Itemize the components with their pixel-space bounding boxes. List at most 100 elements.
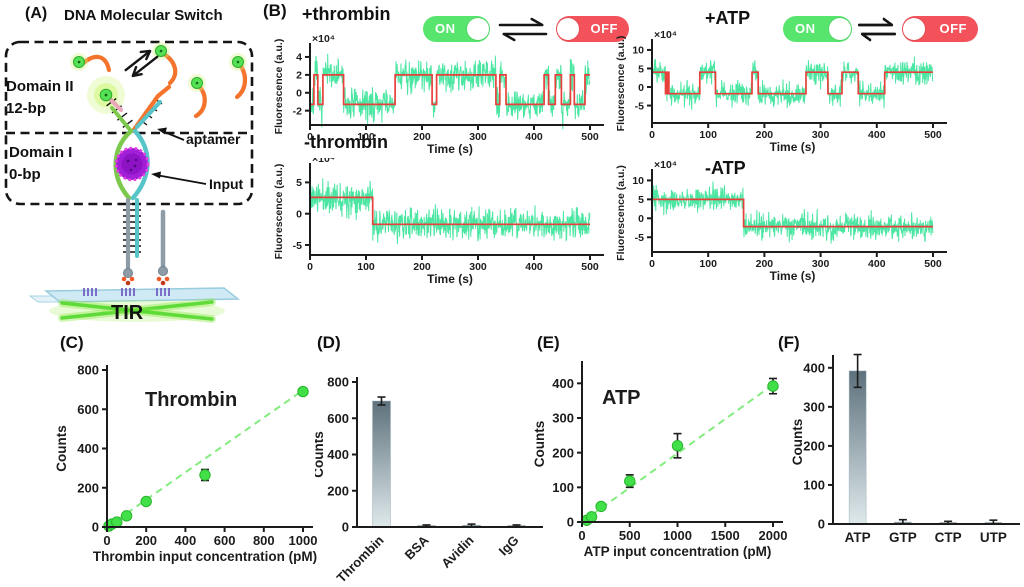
svg-text:400: 400 — [175, 533, 197, 548]
toggle-on-knob-icon — [467, 18, 489, 40]
svg-text:400: 400 — [525, 131, 543, 143]
category-label: BSA — [402, 532, 432, 562]
data-point — [585, 511, 598, 523]
panel-b-label: (B) — [263, 1, 287, 20]
svg-text:300: 300 — [812, 129, 830, 141]
svg-text:500: 500 — [581, 261, 599, 273]
svg-text:300: 300 — [812, 258, 830, 270]
svg-text:Fluorescence (a.u.): Fluorescence (a.u.) — [616, 36, 627, 132]
svg-text:100: 100 — [803, 478, 825, 493]
svg-text:300: 300 — [469, 261, 487, 273]
svg-text:100: 100 — [357, 131, 375, 143]
domain-i-bp-label: 0-bp — [9, 166, 41, 183]
svg-text:5: 5 — [638, 194, 644, 206]
svg-text:0: 0 — [307, 261, 313, 273]
toggle-off-label: OFF — [939, 21, 967, 36]
svg-text:0: 0 — [567, 515, 574, 530]
data-point — [595, 500, 607, 513]
svg-text:200: 200 — [756, 129, 774, 141]
svg-text:100: 100 — [699, 258, 717, 270]
toggle-off-knob-icon — [903, 18, 925, 40]
domain-i-label: Domain I — [9, 144, 73, 161]
category-label: IgG — [496, 533, 522, 559]
linear-fit-line — [106, 389, 304, 528]
chart-atp-titration: 0 100 200 300 400 0 500 1000 1500 2000 Counts ATP i… — [532, 348, 799, 585]
svg-text:300: 300 — [803, 400, 825, 415]
svg-text:400: 400 — [552, 376, 574, 391]
state-fit-line — [310, 196, 590, 226]
state-fit-line — [310, 74, 590, 106]
data-point — [624, 475, 636, 487]
svg-text:5: 5 — [296, 177, 302, 189]
svg-text:200: 200 — [135, 533, 157, 548]
surface-combs — [83, 288, 170, 296]
svg-text:-2: -2 — [293, 105, 302, 117]
trace-title-minus-thrombin: -thrombin — [304, 132, 388, 152]
svg-text:-5: -5 — [635, 100, 644, 112]
svg-text:2: 2 — [296, 70, 302, 82]
chart-minus-atp: -5 0 5 10 0 100 200 300 400 500 Fluorescence (a.u.… — [615, 158, 1022, 295]
svg-text:0: 0 — [578, 528, 585, 543]
trace-plot-plus_thrombin: -2 0 2 4 0 100 200 300 400 500 Fluorescence (a.u.)… — [273, 33, 604, 156]
svg-text:400: 400 — [868, 129, 886, 141]
panel-f-label: (F) — [778, 333, 800, 352]
svg-text:200: 200 — [327, 483, 349, 498]
noisy-fluorescence-trace — [651, 56, 934, 110]
tir-beams — [58, 298, 216, 323]
svg-text:200: 200 — [77, 480, 99, 495]
data-point — [671, 440, 684, 452]
state-fit-line — [652, 71, 933, 95]
biotin-anchors — [121, 276, 170, 286]
svg-text:×10⁴: ×10⁴ — [312, 158, 335, 165]
plot-title: ATP — [602, 387, 641, 409]
input-molecule — [114, 146, 150, 182]
left-arm-green-strand — [110, 106, 133, 133]
panel-a-label: (A) — [25, 5, 48, 22]
svg-text:200: 200 — [756, 258, 774, 270]
trace-title-plus-atp: +ATP — [705, 8, 751, 28]
svg-text:-5: -5 — [293, 240, 302, 252]
toggle-on-icon: ON — [423, 16, 490, 42]
svg-text:0: 0 — [638, 82, 644, 94]
bar-plot-atp_specificity: ATP GTP CTP UTP 0 100 200 300 400 Counts — [790, 353, 1020, 545]
toggle-off-knob-icon — [557, 18, 579, 40]
svg-text:100: 100 — [357, 261, 375, 273]
data-point — [767, 380, 779, 392]
svg-text:1000: 1000 — [663, 528, 692, 543]
svg-text:Time (s): Time (s) — [427, 272, 473, 286]
category-label: UTP — [980, 530, 1007, 545]
svg-text:500: 500 — [924, 258, 942, 270]
chart-minus-thrombin: -5 0 5 0 100 200 300 400 500 Fluorescence (a.u.) T… — [268, 153, 620, 295]
linker-segment — [106, 95, 124, 113]
svg-text:Time (s): Time (s) — [770, 140, 816, 154]
svg-text:2000: 2000 — [759, 528, 788, 543]
svg-text:100: 100 — [552, 480, 574, 495]
svg-text:Counts: Counts — [54, 425, 69, 472]
svg-text:0: 0 — [342, 520, 349, 535]
svg-text:0: 0 — [296, 88, 302, 100]
bar-thrombin — [372, 400, 391, 528]
svg-text:Time (s): Time (s) — [427, 142, 473, 156]
svg-text:400: 400 — [525, 261, 543, 273]
svg-text:300: 300 — [469, 131, 487, 143]
toggle-off-icon: OFF — [902, 16, 978, 42]
noisy-fluorescence-trace — [309, 53, 591, 130]
svg-text:400: 400 — [327, 447, 349, 462]
svg-text:10: 10 — [632, 45, 644, 57]
tir-label: TIR — [111, 302, 144, 324]
aptamer-arrow — [157, 127, 185, 141]
linear-fit-line — [581, 383, 774, 523]
svg-text:Fluorescence (a.u.): Fluorescence (a.u.) — [273, 39, 285, 135]
svg-text:400: 400 — [868, 258, 886, 270]
anchor-ball-right — [158, 266, 168, 276]
svg-text:0: 0 — [638, 213, 644, 225]
panel-c-label: (C) — [60, 333, 84, 352]
data-point — [140, 495, 152, 508]
chart-plus-atp: -5 0 5 10 0 100 200 300 400 500 Fluorescence (a.u.… — [615, 29, 1022, 165]
svg-text:Counts: Counts — [315, 431, 326, 478]
category-label: ATP — [845, 530, 871, 545]
